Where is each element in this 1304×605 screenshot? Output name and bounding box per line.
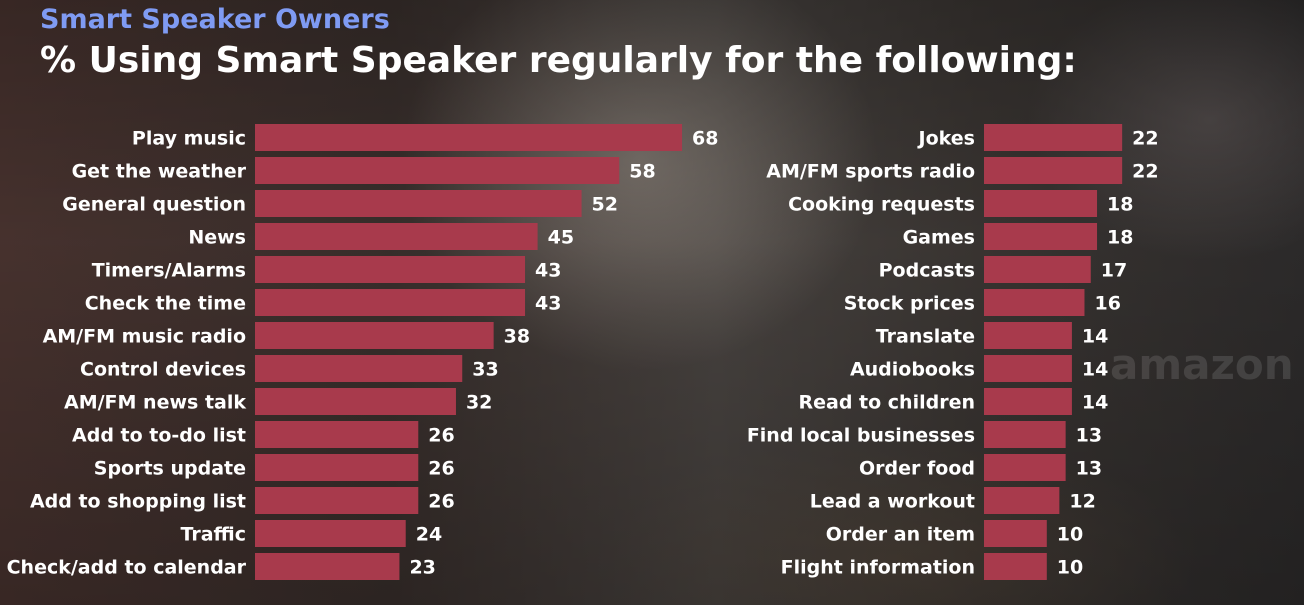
bar-podcasts [984,256,1091,283]
data-label: 14 [1082,392,1108,414]
bar-add-to-to-do-list [255,421,419,448]
data-label: 26 [428,491,454,513]
category-label: Read to children [798,392,975,414]
bar-sports-update [255,454,419,481]
bar-order-food [984,454,1066,481]
category-label: Games [903,227,975,249]
bar-check-the-time [255,289,526,316]
bar-find-local-businesses [984,421,1066,448]
bar-read-to-children [984,388,1072,415]
data-label: 10 [1057,524,1083,546]
bar-cooking-requests [984,190,1098,217]
data-label: 14 [1082,359,1108,381]
category-label: Order an item [826,524,975,546]
category-label: Audiobooks [850,359,975,381]
category-label: General question [62,194,246,216]
category-label: AM/FM news talk [64,392,246,414]
category-label: Get the weather [72,161,247,183]
data-label: 68 [692,128,718,150]
bar-stock-prices [984,289,1085,316]
data-label: 23 [409,557,435,579]
data-label: 18 [1107,227,1133,249]
data-label: 10 [1057,557,1083,579]
data-label: 58 [629,161,655,183]
bar-general-question [255,190,582,217]
category-label: Add to shopping list [30,491,246,513]
category-label: AM/FM music radio [43,326,246,348]
category-label: AM/FM sports radio [766,161,975,183]
category-label: Flight information [781,557,975,579]
bar-traffic [255,520,406,547]
data-label: 32 [466,392,492,414]
data-label: 33 [472,359,498,381]
bar-audiobooks [984,355,1072,382]
data-label: 45 [548,227,574,249]
data-label: 22 [1132,128,1158,150]
data-label: 13 [1076,425,1102,447]
category-label: Jokes [917,128,975,150]
chart-title: % Using Smart Speaker regularly for the … [40,40,1077,81]
category-label: Add to to-do list [72,425,246,447]
data-label: 13 [1076,458,1102,480]
category-label: Sports update [94,458,246,480]
category-label: Control devices [80,359,246,381]
category-label: Traffic [180,524,246,546]
data-label: 38 [504,326,530,348]
data-label: 52 [592,194,618,216]
data-label: 12 [1069,491,1095,513]
background-logo: amazon [1110,340,1294,389]
category-label: News [188,227,246,249]
category-label: Play music [132,128,246,150]
data-label: 14 [1082,326,1108,348]
category-label: Stock prices [844,293,975,315]
data-label: 26 [428,458,454,480]
category-label: Timers/Alarms [92,260,246,282]
bar-timers-alarms [255,256,526,283]
chart-supertitle: Smart Speaker Owners [40,4,390,35]
bar-games [984,223,1098,250]
bar-order-an-item [984,520,1047,547]
data-label: 43 [535,293,561,315]
bar-lead-a-workout [984,487,1060,514]
data-label: 24 [416,524,442,546]
category-label: Check the time [85,293,246,315]
bar-am-fm-music-radio [255,322,494,349]
bar-control-devices [255,355,463,382]
bar-check-add-to-calendar [255,553,400,580]
category-label: Cooking requests [788,194,975,216]
data-label: 26 [428,425,454,447]
bar-get-the-weather [255,157,620,184]
data-label: 18 [1107,194,1133,216]
data-label: 17 [1101,260,1127,282]
category-label: Check/add to calendar [7,557,247,579]
data-label: 16 [1094,293,1120,315]
bar-am-fm-news-talk [255,388,456,415]
data-label: 43 [535,260,561,282]
category-label: Translate [876,326,975,348]
data-label: 22 [1132,161,1158,183]
bar-news [255,223,538,250]
category-label: Podcasts [879,260,975,282]
category-label: Lead a workout [810,491,975,513]
bar-am-fm-sports-radio [984,157,1123,184]
bar-add-to-shopping-list [255,487,419,514]
category-label: Order food [859,458,975,480]
bar-jokes [984,124,1123,151]
bar-play-music [255,124,683,151]
bar-flight-information [984,553,1047,580]
category-label: Find local businesses [747,425,975,447]
bar-translate [984,322,1072,349]
